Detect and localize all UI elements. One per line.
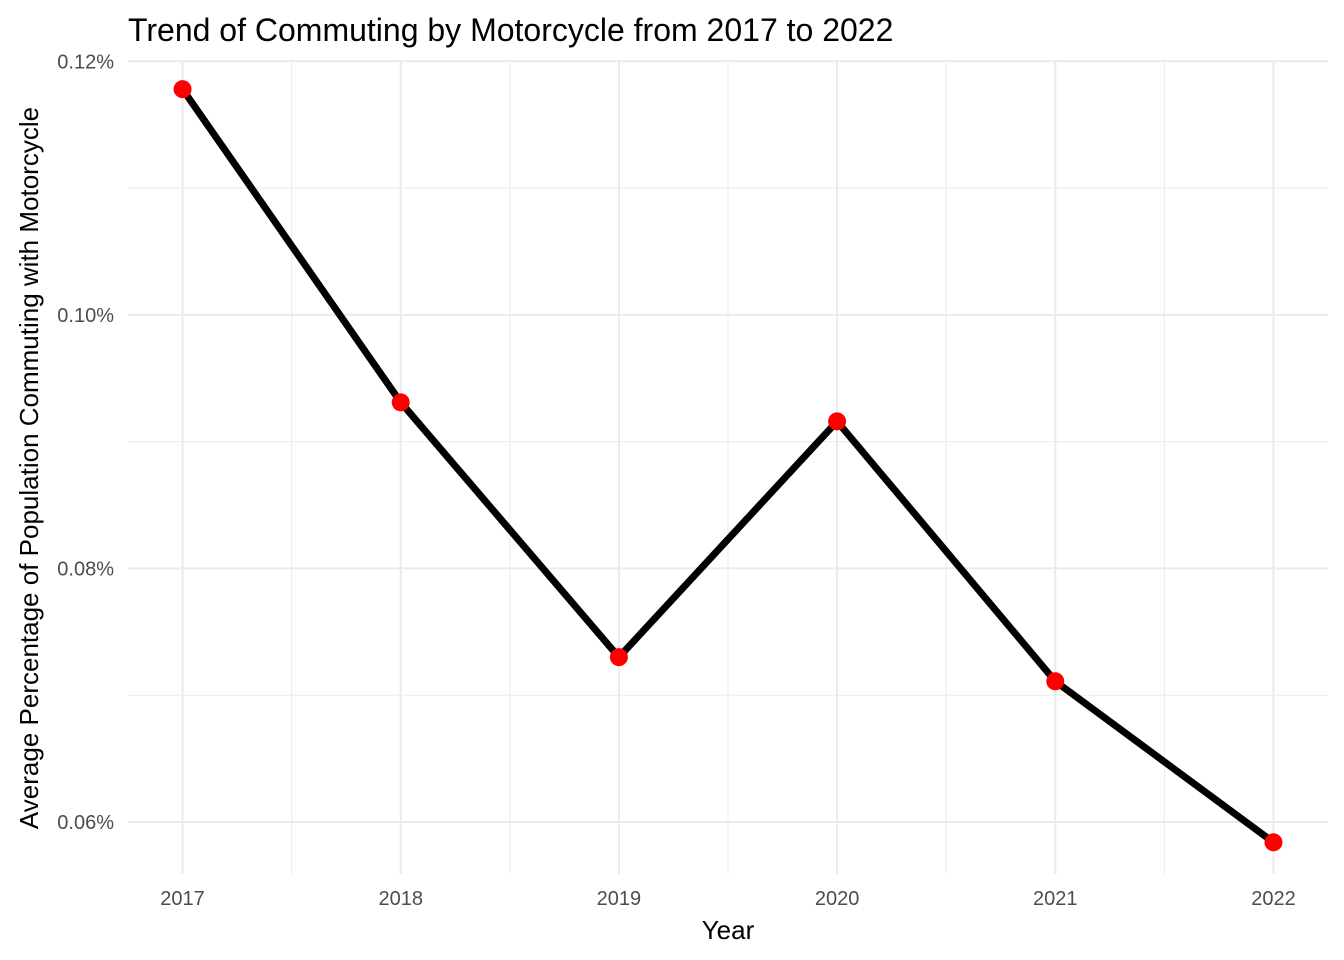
data-point (828, 412, 847, 431)
y-tick-label: 0.08% (57, 558, 114, 580)
x-tick-label: 2022 (1251, 888, 1296, 910)
y-tick-label: 0.06% (57, 812, 114, 834)
y-tick-label: 0.10% (57, 305, 114, 327)
chart-title: Trend of Commuting by Motorcycle from 20… (128, 12, 893, 48)
x-tick-label: 2020 (815, 888, 860, 910)
x-tick-labels: 2017 2018 2019 2020 2021 2022 (160, 888, 1295, 910)
y-tick-label: 0.12% (57, 51, 114, 73)
x-tick-label: 2017 (160, 888, 205, 910)
minor-gridlines (128, 60, 1328, 874)
major-gridlines (128, 60, 1328, 874)
x-tick-label: 2021 (1033, 888, 1078, 910)
data-point (391, 393, 410, 412)
series-line (179, 85, 1277, 846)
data-point (1046, 672, 1065, 691)
data-point (173, 80, 192, 99)
y-axis-title: Average Percentage of Population Commuti… (14, 107, 44, 829)
x-tick-label: 2018 (378, 888, 423, 910)
data-point (1264, 833, 1283, 852)
series-layer (179, 85, 1277, 846)
points-layer (173, 80, 1283, 852)
x-axis-title: Year (702, 915, 755, 945)
x-tick-label: 2019 (597, 888, 642, 910)
y-tick-labels: 0.06% 0.08% 0.10% 0.12% (57, 51, 114, 834)
data-point (609, 648, 628, 667)
